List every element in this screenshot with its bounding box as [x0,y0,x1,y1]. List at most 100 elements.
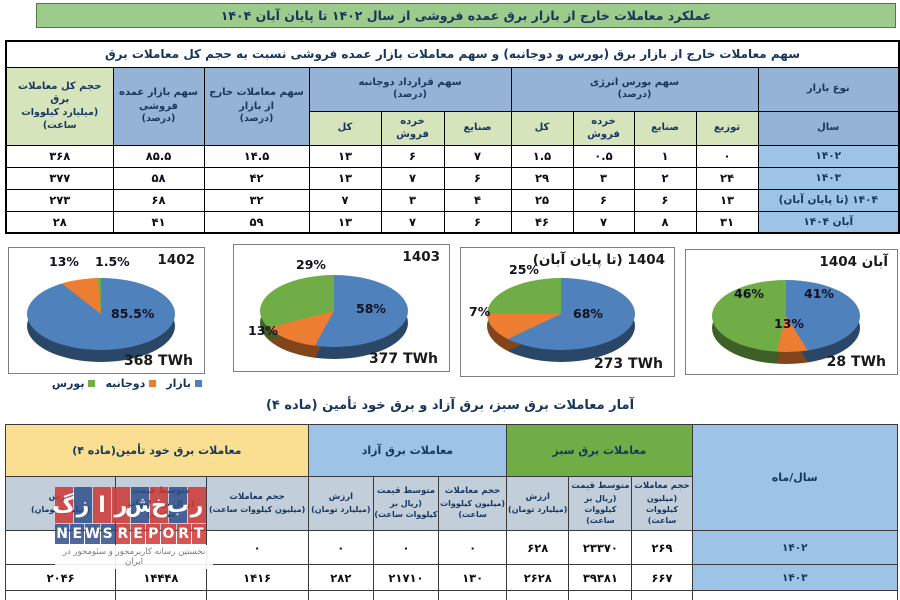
value-cell: ۶ [443,210,512,234]
value-cell: ۳۱ [695,210,759,234]
section2-title: آمار معاملات برق سبز، برق آزاد و برق خود… [265,398,635,413]
pie-aban-1404 [712,280,860,366]
value-cell: ۶۲۸ [506,530,570,565]
year-cell: ۱۴۰۲ [691,530,899,565]
value-cell: ۶ [380,144,445,168]
watermark-letter-tile: R [115,524,130,544]
value-cell: ۱۳ [308,166,382,190]
watermark-letter-tile: W [84,524,101,544]
value-cell: ۴۶ [510,210,574,234]
main-title-bar: عملکرد معاملات خارج از بازار برق عمده فر… [36,3,896,28]
year-cell: ۱۴۰۲ [757,144,900,168]
slice-label-bazar: 41% [804,286,834,301]
value-cell: ۱۳ [308,210,382,234]
value-cell: ۰ [438,530,508,565]
value-cell: ۱ [633,144,697,168]
market-share-table: سهم معاملات خارج از بازار برق (بورس و دو… [5,40,900,234]
value-cell: ۲۳۳۷۰ [568,530,633,565]
pie-total-label: 273 TWh [593,356,663,372]
value-cell: ۵۹ [203,210,310,234]
pie-1404-ytd [487,278,635,364]
slice-label-bours: 1.5% [95,254,130,269]
pie-total-label: 368 TWh [123,353,193,369]
value-cell: ۶۸ [112,188,205,212]
col-header-out-of-market: سهم معاملات خارج از بازار (درصد) [203,66,310,146]
value-cell: ۲۸ [5,210,114,234]
col-header-exchange-retail: خرده فروش [572,110,635,146]
value-cell: ۲۶۲۸ [506,564,570,591]
col-header-green-volume: حجم معاملات (میلیون کیلووات ساعت) [631,476,693,531]
watermark-letter-tile: E [70,524,85,544]
value-cell: ۶ [572,188,635,212]
value-cell: ۴۲ [203,166,310,190]
value-cell: ۲۱۷۱۰ [372,564,440,591]
watermark-letter-tile: E [130,524,146,544]
pie-chart-aban-1404: آبان 1404 41% 13% 46% 28 TWh [685,249,898,375]
col-header-year: سال [757,110,900,146]
watermark-letter-tile: S [100,524,115,544]
value-cell: ۶۶۷ [631,564,693,591]
col-header-exchange-total: کل [510,110,574,146]
value-cell: ۴ [443,188,512,212]
table1-header-row-2: سال توزیع صنایع خرده فروش کل صنایع خرده … [6,110,900,146]
slice-label-bours: 25% [509,262,539,277]
pie-chart-1402: 1402 85.5% 13% 1.5% 368 TWh [8,247,205,374]
pie-chart-title: 1403 [402,249,440,265]
legend-marker-dojanebe [149,380,157,387]
table-row: ۱۴۰۳ ۲۴ ۲ ۳ ۲۹ ۶ ۷ ۱۳ ۴۲ ۵۸ ۳۷۷ [5,166,900,190]
year-cell: ۱۴۰۳ [757,166,900,190]
pie-surface [712,280,860,352]
table-row: ۱۴۰۴ (تا پایان آبان) ۱۳ ۶ ۶ ۲۵ ۴ ۳ ۷ ۳۲ ۶۸ ۲۷۳ [5,188,900,212]
pie-total-label: 28 TWh [826,354,886,370]
value-cell: ۰.۵ [572,144,635,168]
slice-label-dojanebe: 13% [774,316,804,331]
value-cell: ۸۵.۵ [112,144,205,168]
legend-marker-bours [88,380,96,387]
col-group-energy-exchange: سهم بورس انرژی (درصد) [510,66,759,112]
slice-label-bours: 46% [734,286,764,301]
col-group-free-electricity: معاملات برق آزاد [307,424,508,477]
watermark-letter-tile: خ [150,487,168,523]
watermark-letter-tile: گ [53,487,75,523]
value-cell: ۴۱ [112,210,205,234]
col-header-green-value: ارزش (میلیارد تومان) [506,476,570,531]
col-header-free-value: ارزش (میلیارد تومان) [307,476,374,531]
col-header-free-volume: حجم معاملات (میلیون کیلووات ساعت) [438,476,508,531]
col-group-self-supply: معاملات برق خود تأمین(ماده ۴) [5,424,309,477]
watermark-tagline: نخستین رسانه کاربرمحور و سئومحور در ایرا… [55,545,213,569]
watermark-letter-tile: ب [167,487,189,523]
value-cell: ۳۹۳۸۱ [568,564,633,591]
pie-legend: بازار دوجانبه بورس [42,377,202,390]
value-cell: ۶ [633,188,697,212]
watermark-letter-tile: ا [93,487,111,523]
watermark-letter-tile: P [146,524,161,544]
value-cell: ۲۴ [695,166,759,190]
table-row: آبان ۱۴۰۴ ۳۱ ۸ ۷ ۴۶ ۶ ۷ ۱۳ ۵۹ ۴۱ ۲۸ [5,210,900,234]
watermark-letter-tile: O [161,524,176,544]
value-cell: ۱۳ [308,144,382,168]
slice-label-bazar: 58% [356,301,386,316]
col-header-self-volume: حجم معاملات (میلیون کیلووات ساعت) [205,476,309,531]
green-free-self-supply-table: سال/ماه معاملات برق سبز معاملات برق آزاد… [4,424,899,600]
value-cell: ۷ [572,210,635,234]
legend-item-bours: بورس [52,377,96,390]
watermark-letter-tile: R [176,524,191,544]
value-cell: ۲۶۹ [631,530,693,565]
value-cell: ۷ [380,166,445,190]
col-header-bilateral-total: کل [308,110,382,146]
col-header-free-price: متوسط قیمت (ریال بر کیلووات ساعت) [372,476,440,531]
value-cell: ۸ [633,210,697,234]
value-cell: ۰ [695,144,759,168]
col-group-green-electricity: معاملات برق سبز [506,424,693,477]
table1-body: ۱۴۰۲ ۰ ۱ ۰.۵ ۱.۵ ۷ ۶ ۱۳ ۱۴.۵ ۸۵.۵ ۳۶۸ ۱۴۰۳ ۲۴ ۲ ۳ ۲۹ ۶ ۷ ۱… [5,144,900,234]
slice-label-dojanebe: 7% [469,304,491,319]
pie-chart-title: 1404 (تا پایان آبان) [532,252,665,268]
col-header-wholesale: سهم بازار عمده فروشی (درصد) [112,66,205,146]
value-cell: ۳۷۷ [5,166,114,190]
col-header-year-month: سال/ماه [691,424,899,531]
pie-surface [260,275,408,347]
pie-chart-title: 1402 [157,252,195,268]
